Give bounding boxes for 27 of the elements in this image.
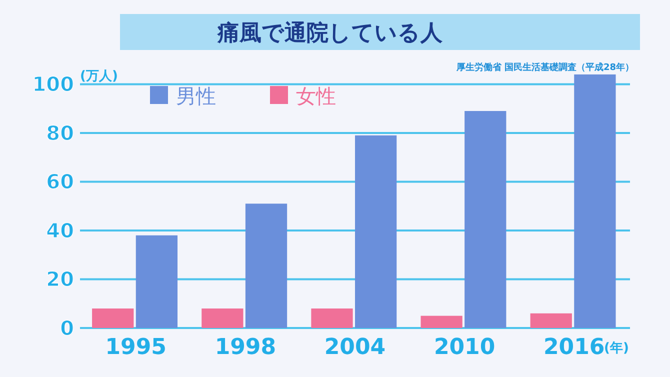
bar: [136, 235, 178, 328]
bar: [245, 204, 288, 328]
chart-title: 痛風で通院している人: [216, 21, 444, 46]
legend-label: 女性: [296, 84, 336, 108]
bar: [311, 308, 353, 328]
y-tick-label: 0: [60, 316, 74, 340]
bar: [420, 316, 462, 328]
bar: [202, 308, 244, 328]
legend-label: 男性: [176, 84, 216, 108]
y-tick-label: 40: [46, 218, 74, 242]
y-tick-label: 20: [46, 267, 74, 292]
x-tick-label: 2010: [434, 335, 496, 360]
y-tick-label: 80: [46, 120, 74, 145]
bar: [355, 135, 397, 328]
bar: [530, 313, 572, 328]
x-axis-title: (年): [604, 341, 629, 356]
annotation: 厚生労働省 国民生活基礎調査（平成28年）: [455, 62, 634, 73]
bar: [464, 111, 506, 328]
y-tick-label: 100: [32, 72, 74, 96]
x-tick-label: 2016: [544, 335, 605, 360]
y-axis-title: (万人): [80, 69, 118, 84]
x-tick-label: 2004: [324, 335, 386, 360]
bar: [574, 74, 616, 328]
x-tick-label: 1998: [214, 335, 276, 360]
x-tick-label: 1995: [105, 335, 166, 360]
bar: [92, 308, 134, 328]
y-tick-label: 60: [46, 170, 74, 194]
